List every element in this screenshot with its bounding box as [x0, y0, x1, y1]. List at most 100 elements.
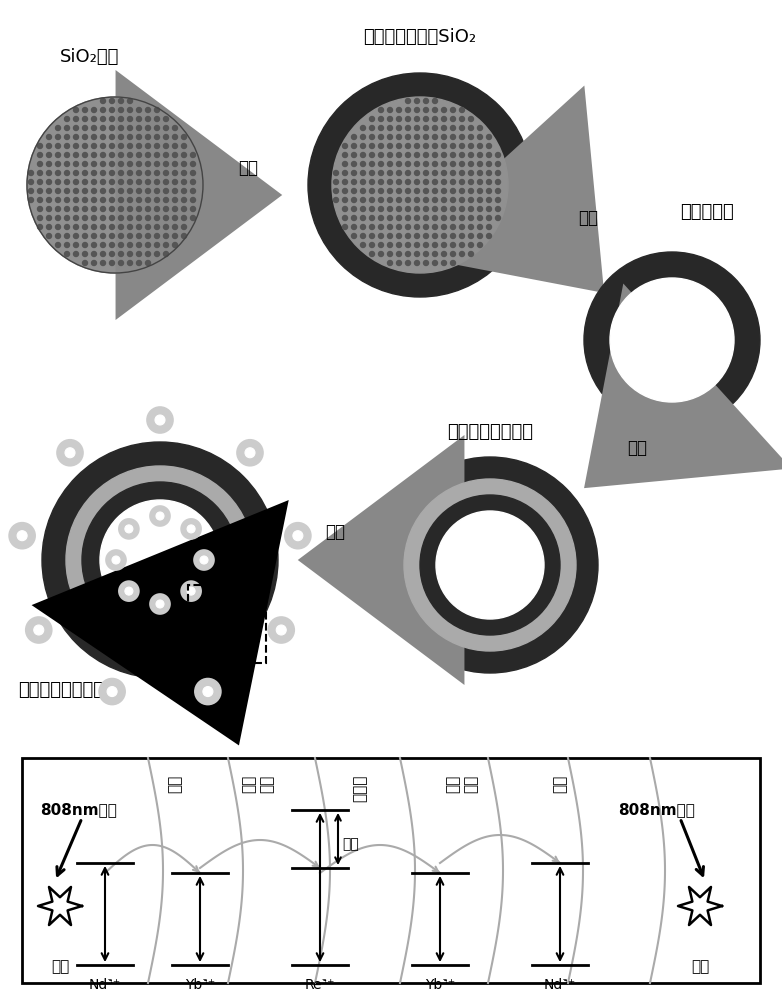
Circle shape: [378, 152, 383, 157]
Circle shape: [406, 99, 411, 104]
Circle shape: [137, 134, 142, 139]
Circle shape: [424, 125, 429, 130]
Circle shape: [333, 170, 339, 176]
Circle shape: [388, 134, 393, 139]
Circle shape: [396, 152, 401, 157]
Circle shape: [74, 251, 78, 256]
Circle shape: [460, 242, 465, 247]
Circle shape: [155, 107, 160, 112]
Circle shape: [414, 198, 419, 202]
Circle shape: [191, 161, 196, 166]
Circle shape: [181, 180, 186, 184]
Circle shape: [333, 180, 339, 184]
Circle shape: [378, 170, 383, 176]
Circle shape: [119, 134, 124, 139]
Circle shape: [145, 170, 150, 176]
Circle shape: [388, 188, 393, 194]
Circle shape: [343, 161, 347, 166]
Text: 上转换球壳: 上转换球壳: [680, 203, 734, 221]
Circle shape: [155, 415, 165, 425]
Circle shape: [82, 242, 88, 247]
Circle shape: [28, 170, 34, 176]
Circle shape: [424, 116, 429, 121]
Polygon shape: [38, 887, 82, 925]
Circle shape: [101, 107, 106, 112]
Circle shape: [74, 161, 78, 166]
Text: Nd³⁺: Nd³⁺: [89, 978, 121, 992]
Circle shape: [38, 216, 42, 221]
Text: 包裹: 包裹: [627, 439, 647, 457]
Circle shape: [91, 143, 96, 148]
Circle shape: [396, 125, 401, 130]
Circle shape: [361, 216, 365, 221]
Circle shape: [496, 216, 500, 221]
Circle shape: [388, 170, 393, 176]
Text: 外传
递层: 外传 递层: [446, 775, 479, 793]
Circle shape: [442, 188, 447, 194]
Circle shape: [127, 188, 132, 194]
Circle shape: [181, 225, 186, 230]
Circle shape: [56, 242, 60, 247]
Circle shape: [191, 198, 196, 202]
Circle shape: [127, 198, 132, 202]
Circle shape: [424, 207, 429, 212]
Circle shape: [145, 116, 150, 121]
Circle shape: [370, 134, 375, 139]
Text: 腐蚀: 腐蚀: [578, 209, 598, 227]
Text: 包裹: 包裹: [238, 159, 258, 177]
Circle shape: [145, 180, 150, 184]
Circle shape: [396, 207, 401, 212]
Circle shape: [17, 531, 27, 541]
Circle shape: [137, 216, 142, 221]
Circle shape: [119, 170, 124, 176]
Circle shape: [478, 143, 482, 148]
Circle shape: [46, 143, 52, 148]
Text: 内传
递层: 内传 递层: [242, 775, 274, 793]
Circle shape: [333, 198, 339, 202]
Circle shape: [442, 170, 447, 176]
Circle shape: [486, 188, 492, 194]
Circle shape: [450, 188, 455, 194]
Circle shape: [450, 170, 455, 176]
Circle shape: [91, 134, 96, 139]
Circle shape: [442, 116, 447, 121]
Circle shape: [91, 107, 96, 112]
Circle shape: [396, 260, 401, 265]
Circle shape: [343, 198, 347, 202]
Circle shape: [101, 198, 106, 202]
Circle shape: [351, 170, 357, 176]
Circle shape: [163, 170, 168, 176]
Circle shape: [150, 594, 170, 614]
Circle shape: [91, 242, 96, 247]
Circle shape: [450, 107, 455, 112]
Circle shape: [450, 207, 455, 212]
Circle shape: [406, 207, 411, 212]
Circle shape: [119, 143, 124, 148]
Circle shape: [460, 216, 465, 221]
Circle shape: [181, 207, 186, 212]
Circle shape: [82, 188, 88, 194]
Circle shape: [414, 134, 419, 139]
Circle shape: [414, 260, 419, 265]
Circle shape: [432, 125, 437, 130]
Circle shape: [468, 116, 473, 121]
Circle shape: [38, 161, 42, 166]
Circle shape: [64, 170, 70, 176]
Circle shape: [468, 251, 473, 256]
Circle shape: [378, 180, 383, 184]
Circle shape: [119, 116, 124, 121]
Circle shape: [343, 143, 347, 148]
Circle shape: [137, 107, 142, 112]
Circle shape: [91, 216, 96, 221]
Circle shape: [432, 134, 437, 139]
Circle shape: [56, 152, 60, 157]
Circle shape: [109, 225, 114, 230]
Circle shape: [101, 99, 106, 104]
Circle shape: [101, 233, 106, 238]
Circle shape: [119, 99, 124, 104]
Circle shape: [109, 107, 114, 112]
Circle shape: [74, 152, 78, 157]
Circle shape: [424, 242, 429, 247]
Circle shape: [56, 134, 60, 139]
Circle shape: [119, 519, 139, 539]
